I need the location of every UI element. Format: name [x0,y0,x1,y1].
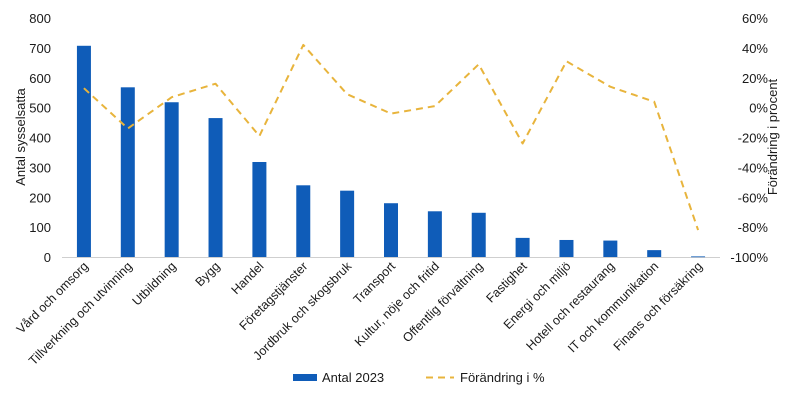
y-tick-label: 0 [44,250,51,265]
category-label: Handel [229,259,267,297]
y-tick-label: 100 [29,220,51,235]
bar [76,45,91,257]
category-label: Offentlig förvaltning [400,259,486,345]
y-tick-label: 700 [29,41,51,56]
y-axis-title: Antal sysselsatta [13,87,28,185]
y2-tick-label: 20% [742,71,768,86]
bar [559,239,574,257]
bar [208,118,223,257]
bar [647,250,662,257]
bar [252,161,267,257]
bar [120,87,135,257]
y2-tick-label: -100% [730,250,768,265]
left-axis-ticks: 0 100 200 300 400 500 600 700 800 [29,11,51,265]
bar [515,237,530,257]
bar [471,212,486,257]
legend: Antal 2023 Förändring i % [293,370,545,385]
bar [164,102,179,257]
y2-tick-label: -40% [738,160,769,175]
bar-series [76,45,706,258]
line-series [83,43,700,231]
y2-tick-label: -60% [738,190,769,205]
y-tick-label: 200 [29,190,51,205]
legend-label-line: Förändring i % [460,370,545,385]
bar [296,185,311,257]
category-label: Finans och försäkring [611,259,705,353]
y2-tick-label: 40% [742,41,768,56]
y-tick-label: 500 [29,101,51,116]
y2-tick-label: 0% [749,101,768,116]
y2-tick-label: 60% [742,11,768,26]
category-label: Bygg [193,259,223,289]
legend-swatch-bar [293,374,317,381]
y-tick-label: 300 [29,160,51,175]
y2-axis-title: Förändring i procent [765,78,780,195]
y-tick-label: 600 [29,71,51,86]
bar [603,240,618,257]
y2-tick-label: -20% [738,131,769,146]
y-tick-label: 800 [29,11,51,26]
y2-tick-label: -80% [738,220,769,235]
category-label: Vård och omsorg [14,259,91,336]
category-label: Utbildning [130,259,179,308]
bar [427,211,442,257]
right-axis-ticks: -100% -80% -60% -40% -20% 0% 20% 40% 60% [730,11,768,265]
y-tick-label: 400 [29,131,51,146]
bar [691,256,706,258]
legend-label-bar: Antal 2023 [322,370,384,385]
bar [340,190,355,257]
category-label: Kultur, nöje och fritid [352,259,442,349]
bar [384,203,398,257]
